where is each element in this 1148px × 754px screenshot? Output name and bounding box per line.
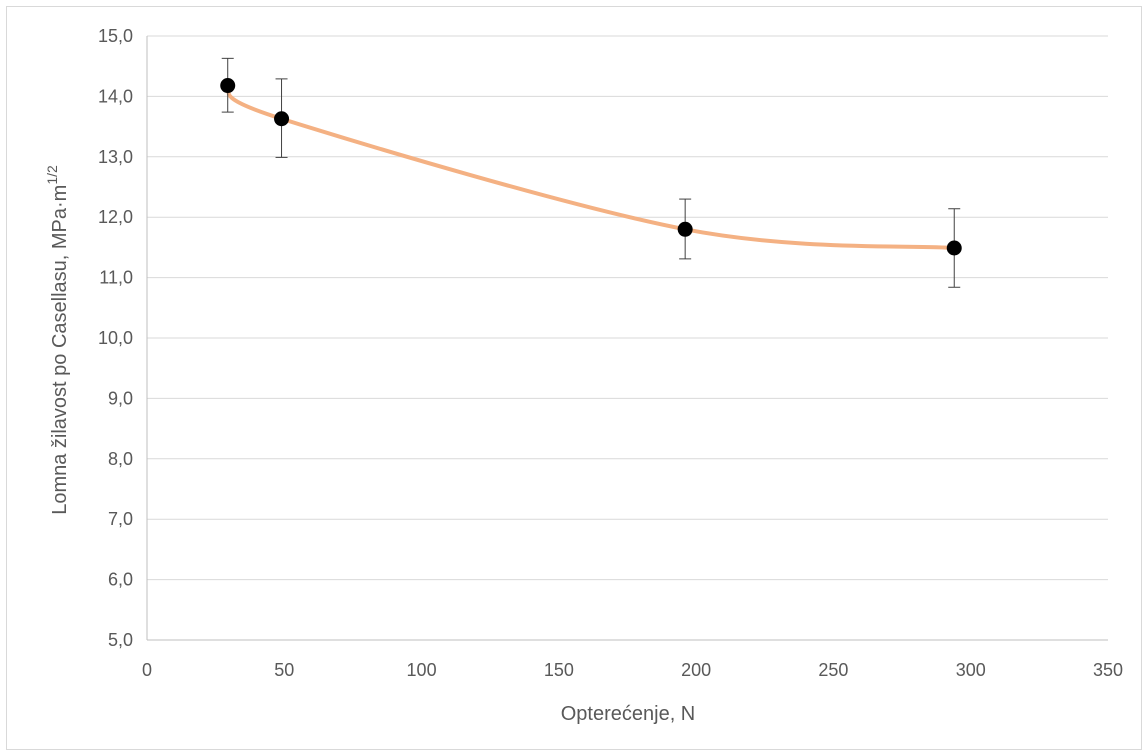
data-points [220, 78, 962, 256]
data-point [946, 240, 962, 256]
data-point [677, 221, 693, 237]
error-bars [221, 57, 961, 288]
x-tick-label: 50 [274, 660, 294, 680]
x-axis-title: Opterećenje, N [561, 703, 696, 725]
x-tick-label: 150 [544, 660, 574, 680]
y-tick-label: 5,0 [108, 630, 133, 650]
y-axis-title-superscript: 1/2 [44, 165, 60, 185]
grid-lines [147, 35, 1108, 581]
x-tick-label: 100 [407, 660, 437, 680]
x-tick-labels: 0 50 100 150 200 250 300 350 [142, 660, 1123, 680]
y-tick-label: 11,0 [99, 268, 133, 288]
chart-frame [6, 6, 1142, 750]
y-tick-label: 15,0 [98, 26, 133, 46]
trend-line [225, 83, 957, 251]
y-tick-label: 13,0 [98, 147, 133, 167]
x-tick-label: 0 [142, 660, 152, 680]
axes [146, 36, 1108, 641]
y-tick-label: 10,0 [98, 328, 133, 348]
y-tick-label: 8,0 [108, 449, 133, 469]
y-tick-labels: 5,0 6,0 7,0 8,0 9,0 10,0 11,0 12,0 13,0 14,0 15,0 [98, 26, 133, 650]
y-tick-label: 7,0 [108, 509, 133, 529]
data-point [220, 78, 236, 94]
y-tick-label: 14,0 [98, 86, 133, 106]
y-tick-label: 9,0 [108, 388, 133, 408]
y-tick-label: 6,0 [108, 570, 133, 590]
y-axis-title: Lomna žilavost po Casellasu, MPa·m1/2 [44, 165, 71, 515]
y-tick-label: 12,0 [98, 207, 133, 227]
x-tick-label: 200 [681, 660, 711, 680]
x-tick-label: 300 [956, 660, 986, 680]
x-tick-label: 250 [818, 660, 848, 680]
data-point [274, 111, 290, 127]
x-tick-label: 350 [1093, 660, 1123, 680]
y-axis-title-main: Lomna žilavost po Casellasu, MPa·m [49, 185, 71, 515]
